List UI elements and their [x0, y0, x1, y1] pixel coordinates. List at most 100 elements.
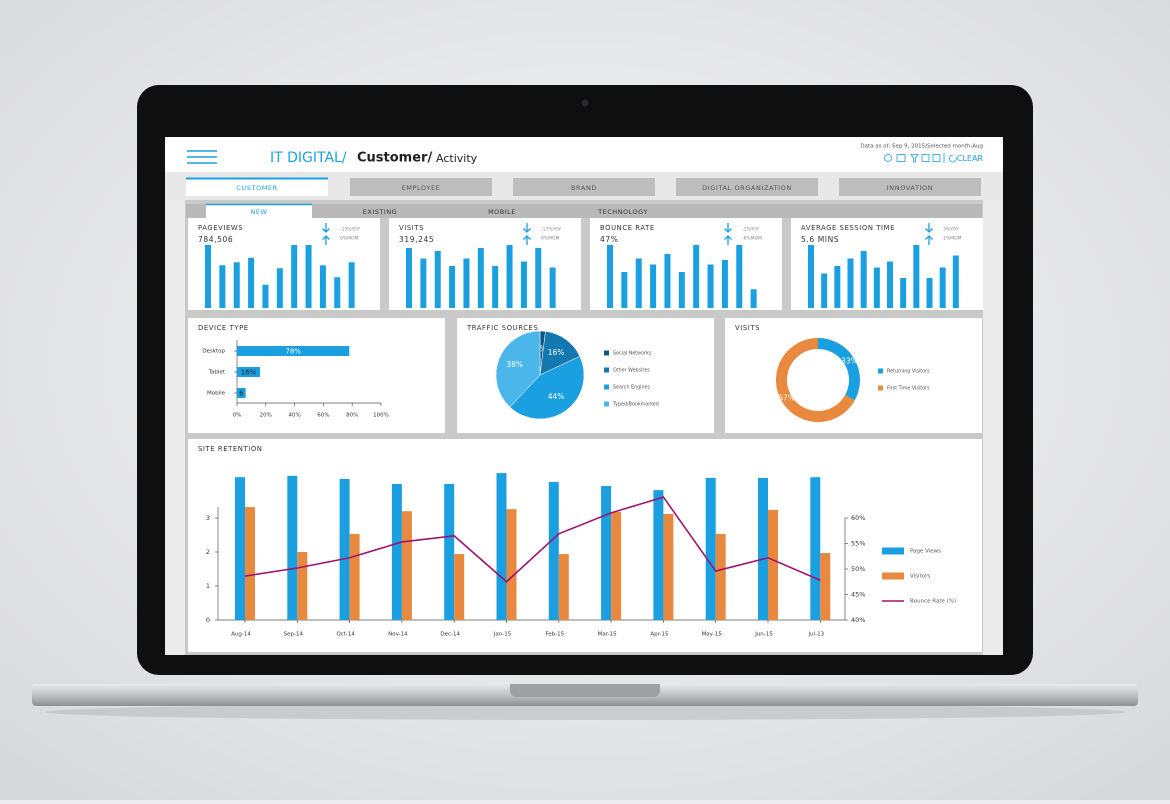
tab-label[interactable]: INNOVATION	[887, 184, 933, 192]
card-title: AVERAGE SESSION TIME	[801, 224, 895, 232]
bar	[715, 533, 726, 620]
category-label: Tablet	[208, 370, 226, 376]
trend-arrow	[322, 235, 330, 245]
legend-label: Page Views	[910, 549, 941, 555]
value-label: 33%	[841, 356, 858, 365]
tab-label[interactable]: BRAND	[571, 184, 597, 192]
kpi-note: 1%MOM	[943, 236, 962, 242]
tab[interactable]	[676, 178, 818, 196]
y-tick-label: 1	[206, 582, 210, 590]
legend-label: Bounce Rate (%)	[910, 599, 956, 605]
x-tick-label: Jun-15	[754, 632, 773, 638]
subtab-label[interactable]: NEW	[251, 208, 268, 216]
kpi-bar	[262, 284, 269, 308]
bar	[237, 346, 350, 356]
kpi-bar	[913, 245, 920, 308]
tab-label[interactable]: DIGITAL ORGANIZATION	[702, 184, 792, 192]
kpi-note: -1%YOY	[742, 227, 760, 233]
clear-button[interactable]: CLEAR	[957, 154, 984, 163]
y2-tick-label: 60%	[851, 514, 865, 522]
kpi-bar	[821, 273, 828, 308]
tab[interactable]	[350, 178, 492, 196]
value-label: 78%	[285, 348, 301, 356]
x-tick-label: Feb-15	[545, 632, 564, 638]
data-date: Data as of: Sep 9, 2015/Selected month:A…	[860, 144, 983, 150]
x-tick-label: Apr-15	[650, 632, 669, 638]
kpi-bar	[406, 248, 412, 308]
bar	[454, 554, 465, 620]
kpi-note: 3%YOY	[943, 227, 959, 233]
trend-arrow	[322, 223, 330, 233]
tab-label[interactable]: CUSTOMER	[236, 184, 278, 192]
refresh-icon[interactable]	[948, 154, 957, 163]
card	[457, 318, 714, 433]
shadow	[45, 704, 1125, 720]
x-tick-label: Dec-14	[440, 632, 460, 638]
bar	[705, 477, 716, 620]
category-label: Desktop	[202, 349, 225, 355]
pie-slice	[509, 355, 585, 420]
bar	[237, 388, 246, 398]
x-tick-label: Sep-14	[284, 632, 304, 638]
x-tick-label: 0%	[233, 413, 242, 419]
kpi-bar	[520, 261, 527, 308]
kpi-bar	[650, 264, 657, 308]
filter-icon[interactable]	[910, 154, 919, 163]
kpi-bar	[750, 289, 757, 308]
subtab-label[interactable]: TECHNOLOGY	[597, 208, 648, 216]
image-icon[interactable]	[896, 154, 906, 162]
kpi-bar	[707, 264, 714, 308]
y2-tick-label: 45%	[851, 591, 865, 599]
kpi-bar	[549, 267, 556, 308]
x-tick-label: 20%	[260, 413, 272, 419]
trend-arrow	[724, 235, 732, 245]
tab-label[interactable]: EMPLOYEE	[402, 184, 441, 192]
kpi-bar	[463, 258, 470, 308]
kpi-bar	[860, 251, 867, 308]
page-title: Activity	[436, 152, 478, 165]
bar	[558, 554, 569, 620]
bar	[349, 533, 360, 620]
kpi-bar	[736, 245, 743, 308]
kpi-bar	[847, 258, 854, 308]
card-title: SITE RETENTION	[198, 445, 262, 453]
value-label: 16%	[548, 348, 565, 357]
brand-title: IT DIGITAL/	[270, 150, 347, 166]
subtab-label[interactable]: EXISTING	[363, 208, 397, 216]
card-title: PAGEVIEWS	[198, 224, 243, 232]
bar	[663, 513, 674, 620]
list-icon[interactable]	[921, 154, 930, 162]
y-tick-label: 0	[206, 616, 210, 624]
legend-label: Other Websites	[613, 368, 650, 374]
legend-label: First Time Visitors	[887, 386, 930, 392]
tab[interactable]	[513, 178, 655, 196]
x-tick-label: Oct-14	[336, 632, 355, 638]
toolbar-icons	[884, 153, 957, 163]
trend-arrow	[523, 223, 531, 233]
kpi-bar	[952, 255, 959, 308]
card	[188, 439, 982, 652]
kpi-note: -17%YOY	[541, 227, 561, 233]
donut-segment	[817, 338, 860, 401]
x-tick-label: Jan-15	[493, 632, 512, 638]
print-icon[interactable]	[932, 154, 941, 162]
bar	[611, 511, 622, 620]
value-label: 16%	[241, 369, 257, 377]
y2-tick-label: 40%	[851, 616, 865, 624]
kpi-bar	[305, 245, 312, 308]
trend-arrow	[724, 223, 732, 233]
subtab-label[interactable]: MOBILE	[488, 208, 516, 216]
legend-swatch	[604, 384, 609, 390]
bar	[401, 511, 412, 620]
tab[interactable]	[839, 178, 981, 196]
trend-arrow	[925, 223, 933, 233]
card-title: VISITS	[735, 324, 760, 332]
info-icon[interactable]	[884, 154, 892, 162]
subtab[interactable]	[206, 204, 312, 218]
legend-label: Social Networks	[613, 351, 652, 357]
tab[interactable]	[186, 178, 328, 196]
bar	[339, 478, 350, 620]
menu-icon[interactable]	[187, 150, 217, 164]
bar	[653, 490, 664, 620]
